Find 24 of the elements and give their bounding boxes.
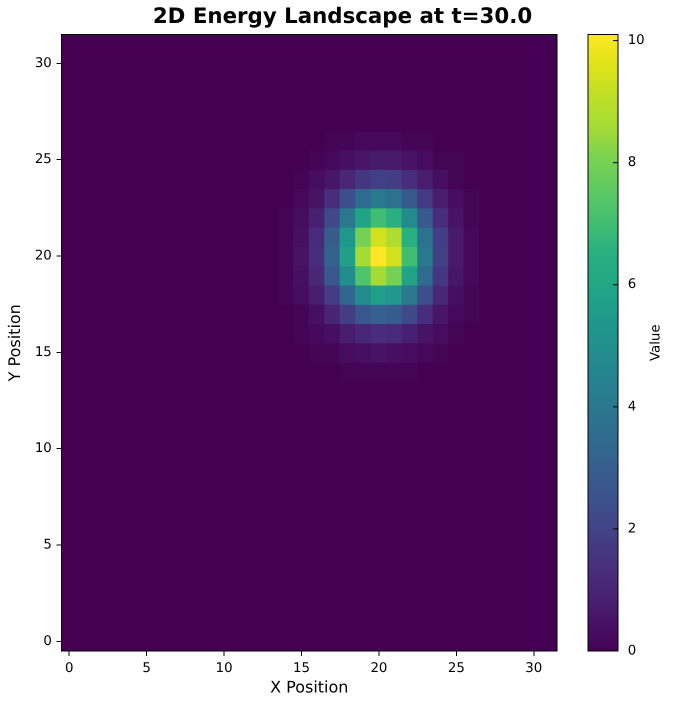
chart-title: 2D Energy Landscape at t=30.0 — [152, 4, 532, 30]
x-tick-label: 25 — [448, 661, 465, 676]
color-bar-label: 4 — [628, 399, 636, 414]
y-tick-label: 5 — [43, 538, 52, 552]
x-tick-label: 30 — [525, 661, 542, 676]
color-bar-label: 0 — [628, 643, 636, 658]
y-tick-label: 30 — [34, 56, 52, 71]
y-tick-label: 0 — [43, 634, 52, 649]
y-tick-label: 20 — [34, 248, 52, 264]
y-tick-label: 10 — [34, 441, 52, 456]
y-tick-label: 25 — [34, 152, 52, 168]
x-tick-label: 10 — [216, 661, 233, 676]
color-bar-label: 6 — [628, 277, 636, 292]
color-bar-label: 10 — [628, 33, 645, 48]
y-axis-title: Y Position — [4, 304, 24, 382]
x-tick-label: 5 — [142, 661, 151, 676]
x-tick-label: 15 — [293, 661, 310, 676]
color-bar-title: Value — [648, 324, 664, 362]
x-axis-title: X Position — [270, 678, 348, 697]
x-tick-label: 20 — [370, 661, 388, 676]
color-bar-label: 8 — [628, 155, 636, 170]
x-tick-label: 0 — [65, 661, 74, 676]
color-bar-label: 2 — [628, 521, 636, 536]
y-tick-label: 15 — [34, 344, 52, 360]
